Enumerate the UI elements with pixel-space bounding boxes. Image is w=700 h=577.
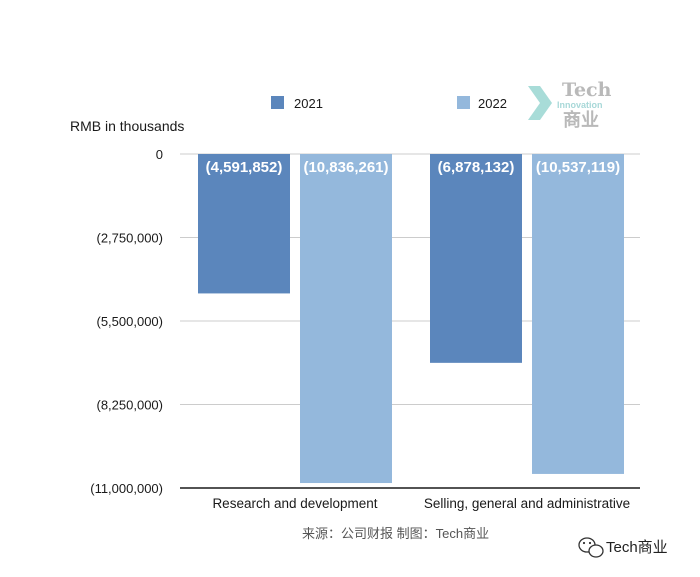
y-tick-label: (2,750,000) — [97, 231, 164, 246]
legend-label-2021: 2021 — [294, 96, 323, 111]
x-category-label: Selling, general and administrative — [424, 496, 630, 511]
logo-text-tech: Tech — [562, 79, 612, 101]
logo-text-shangye: 商业 — [563, 109, 599, 130]
y-axis-unit-label: RMB in thousands — [70, 118, 184, 134]
logo-text-innovation: Innovation — [557, 100, 603, 110]
data-label-2022-rd: (10,836,261) — [303, 159, 388, 176]
data-label-2021-rd: (4,591,852) — [206, 159, 283, 176]
data-label-2022-sga: (10,537,119) — [536, 159, 620, 176]
y-tick-label: (11,000,000) — [90, 481, 163, 496]
legend-swatch-2022 — [457, 96, 470, 109]
legend-swatch-2021 — [271, 96, 284, 109]
x-category-label: Research and development — [212, 496, 377, 511]
y-tick-label: (8,250,000) — [97, 398, 164, 413]
data-label-2021-sga: (6,878,132) — [438, 159, 515, 176]
data-labels: (4,591,852) (6,878,132) (10,836,261) (10,53… — [206, 159, 620, 176]
source-note: 来源：公司财报 制图：Tech商业 — [302, 526, 489, 541]
y-tick-label: 0 — [156, 147, 163, 162]
legend: 2021 2022 — [271, 96, 507, 111]
footer-brand: Tech商业 — [578, 537, 668, 558]
footer-brand-label: Tech商业 — [606, 539, 668, 556]
legend-label-2022: 2022 — [478, 96, 507, 111]
x-axis-categories: Research and development Selling, general… — [212, 496, 630, 511]
y-axis-ticks: 0 (2,750,000) (5,500,000) (8,250,000) (11,00… — [90, 147, 163, 496]
logo-chevron-icon — [528, 86, 552, 120]
y-tick-label: (5,500,000) — [97, 314, 164, 329]
bar-2021-sga — [430, 154, 522, 363]
bar-2022-rd — [300, 154, 392, 484]
bar-2021-rd — [198, 154, 290, 294]
wechat-icon — [578, 537, 604, 558]
bars — [198, 154, 624, 484]
watermark-logo: Tech Innovation 商业 — [528, 79, 612, 130]
bar-2022-sga — [532, 154, 624, 474]
